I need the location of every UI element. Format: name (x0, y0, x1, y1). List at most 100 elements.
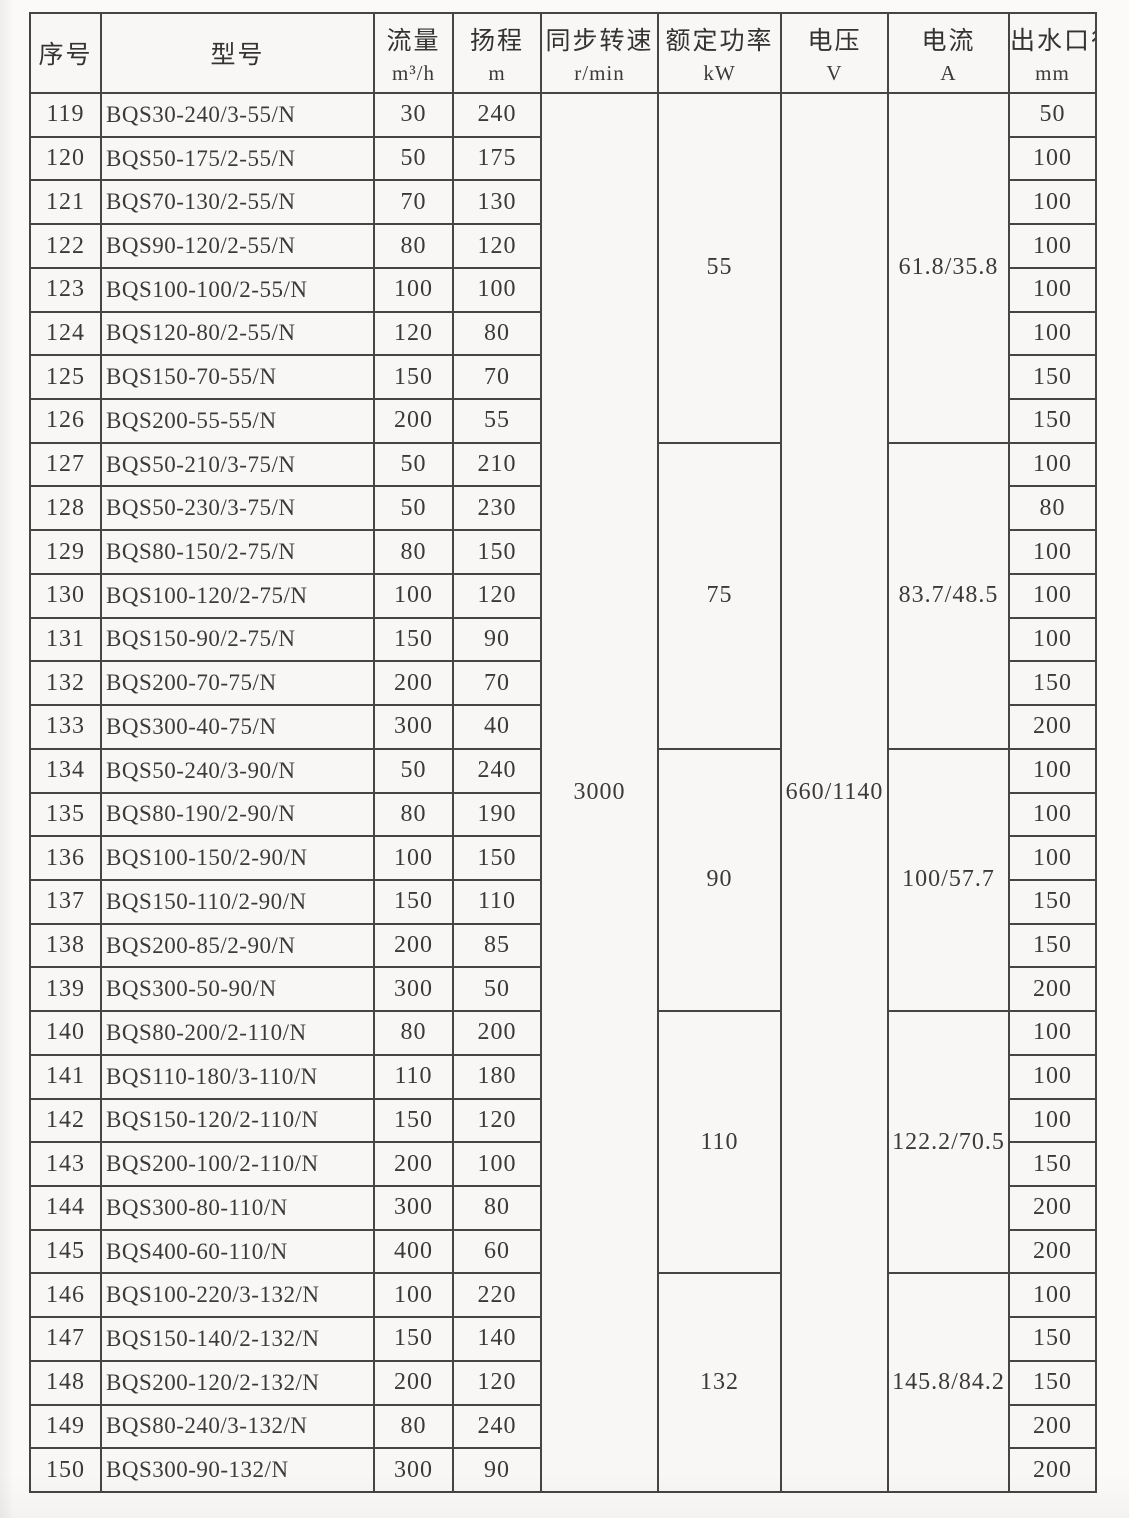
cell-outlet: 100 (1008, 135, 1097, 182)
cell-flow: 50 (373, 135, 454, 182)
cell-outlet: 100 (1008, 1097, 1097, 1144)
cell-outlet: 200 (1008, 1228, 1097, 1275)
header-speed-unit: r/min (574, 60, 625, 85)
table-row: 120 BQS50-175/2-55/N 50 175 100 (29, 135, 1097, 182)
header-speed: 同步转速 r/min (540, 12, 659, 94)
cell-flow: 80 (373, 791, 454, 838)
header-flow: 流量 m³/h (373, 12, 454, 94)
cell-flow: 80 (373, 529, 454, 575)
cell-model: BQS100-220/3-132/N (100, 1272, 375, 1319)
cell-flow: 150 (373, 1316, 454, 1362)
cell-flow: 50 (373, 441, 454, 488)
table-header-row: 序号 型号 流量 m³/h 扬程 m 同步转速 r/min 额定功率 kW 电压 V 电流… (29, 12, 1097, 94)
cell-head: 40 (452, 704, 542, 750)
cell-outlet: 100 (1008, 1053, 1097, 1100)
cell-head: 80 (452, 310, 542, 357)
cell-head: 140 (452, 1316, 542, 1362)
cell-outlet: 200 (1008, 704, 1097, 750)
cell-seq: 127 (29, 441, 102, 488)
cell-seq: 148 (29, 1359, 102, 1406)
cell-outlet: 100 (1008, 441, 1097, 488)
header-model: 型号 (100, 12, 375, 94)
cell-model: BQS150-110/2-90/N (100, 878, 375, 925)
cell-flow: 100 (373, 835, 454, 881)
cell-flow: 120 (373, 310, 454, 357)
cell-head: 70 (452, 660, 542, 707)
cell-outlet: 150 (1008, 1359, 1097, 1406)
cell-head: 55 (452, 398, 542, 444)
cell-model: BQS100-120/2-75/N (100, 572, 375, 619)
header-power-unit: kW (703, 60, 736, 85)
cell-power-merged: 110 (657, 1010, 782, 1275)
cell-seq: 146 (29, 1272, 102, 1319)
cell-flow: 100 (373, 266, 454, 313)
cell-seq: 133 (29, 704, 102, 750)
cell-outlet: 150 (1008, 354, 1097, 401)
table-row: 140 BQS80-200/2-110/N 80 200 110 122.2/70.5… (29, 1010, 1097, 1275)
cell-model: BQS200-85/2-90/N (100, 922, 375, 969)
cell-seq: 139 (29, 966, 102, 1013)
table-header: 序号 型号 流量 m³/h 扬程 m 同步转速 r/min 额定功率 kW 电压 V 电流… (29, 12, 1097, 94)
cell-seq: 140 (29, 1010, 102, 1056)
cell-seq: 125 (29, 354, 102, 401)
cell-seq: 149 (29, 1403, 102, 1450)
cell-flow: 200 (373, 922, 454, 969)
cell-head: 230 (452, 485, 542, 532)
cell-head: 100 (452, 1141, 542, 1187)
cell-head: 150 (452, 529, 542, 575)
cell-outlet: 100 (1008, 223, 1097, 269)
cell-seq: 147 (29, 1316, 102, 1362)
table-row: 143 BQS200-100/2-110/N 200 100 150 (29, 1141, 1097, 1187)
cell-model: BQS80-190/2-90/N (100, 791, 375, 838)
cell-seq: 126 (29, 398, 102, 444)
cell-voltage-merged: 660/1140 (780, 92, 889, 1493)
cell-current-merged: 145.8/84.2 (887, 1272, 1010, 1493)
cell-model: BQS30-240/3-55/N (100, 92, 375, 138)
cell-model: BQS300-50-90/N (100, 966, 375, 1013)
table-row: 141 BQS110-180/3-110/N 110 180 100 (29, 1053, 1097, 1100)
table-row: 122 BQS90-120/2-55/N 80 120 100 (29, 223, 1097, 269)
cell-outlet: 100 (1008, 572, 1097, 619)
cell-model: BQS200-100/2-110/N (100, 1141, 375, 1187)
header-seq: 序号 (29, 12, 102, 94)
table-row: 132 BQS200-70-75/N 200 70 150 (29, 660, 1097, 707)
table-row: 138 BQS200-85/2-90/N 200 85 150 (29, 922, 1097, 969)
cell-model: BQS120-80/2-55/N (100, 310, 375, 357)
cell-flow: 80 (373, 1010, 454, 1056)
header-current-unit: A (940, 60, 957, 85)
cell-seq: 138 (29, 922, 102, 969)
table-row: 124 BQS120-80/2-55/N 120 80 100 (29, 310, 1097, 357)
table-row: 125 BQS150-70-55/N 150 70 150 (29, 354, 1097, 401)
cell-seq: 136 (29, 835, 102, 881)
cell-model: BQS50-175/2-55/N (100, 135, 375, 182)
cell-outlet: 50 (1008, 92, 1097, 138)
table-row: 128 BQS50-230/3-75/N 50 230 80 (29, 485, 1097, 532)
cell-seq: 120 (29, 135, 102, 182)
cell-model: BQS50-210/3-75/N (100, 441, 375, 488)
cell-model: BQS200-120/2-132/N (100, 1359, 375, 1406)
header-seq-label: 序号 (38, 42, 93, 69)
header-outlet: 出水口径 mm (1008, 12, 1097, 94)
cell-current-merged: 100/57.7 (887, 747, 1010, 1013)
cell-flow: 50 (373, 485, 454, 532)
header-voltage-unit: V (826, 60, 843, 85)
cell-head: 120 (452, 572, 542, 619)
header-current-label: 电流 (921, 27, 976, 55)
cell-head: 80 (452, 1184, 542, 1231)
cell-seq: 124 (29, 310, 102, 357)
cell-power-merged: 90 (657, 747, 782, 1013)
cell-power-merged: 55 (657, 92, 782, 444)
cell-seq: 132 (29, 660, 102, 707)
cell-seq: 137 (29, 878, 102, 925)
cell-current-merged: 122.2/70.5 (887, 1010, 1010, 1275)
cell-head: 100 (452, 266, 542, 313)
table-row: 148 BQS200-120/2-132/N 200 120 150 (29, 1359, 1097, 1406)
table-row: 127 BQS50-210/3-75/N 50 210 75 83.7/48.5 10… (29, 441, 1097, 750)
table-row: 131 BQS150-90/2-75/N 150 90 100 (29, 616, 1097, 663)
cell-model: BQS300-90-132/N (100, 1447, 375, 1493)
cell-outlet: 150 (1008, 660, 1097, 707)
header-speed-label: 同步转速 (545, 27, 654, 55)
cell-head: 90 (452, 616, 542, 663)
table-row: 147 BQS150-140/2-132/N 150 140 150 (29, 1316, 1097, 1362)
